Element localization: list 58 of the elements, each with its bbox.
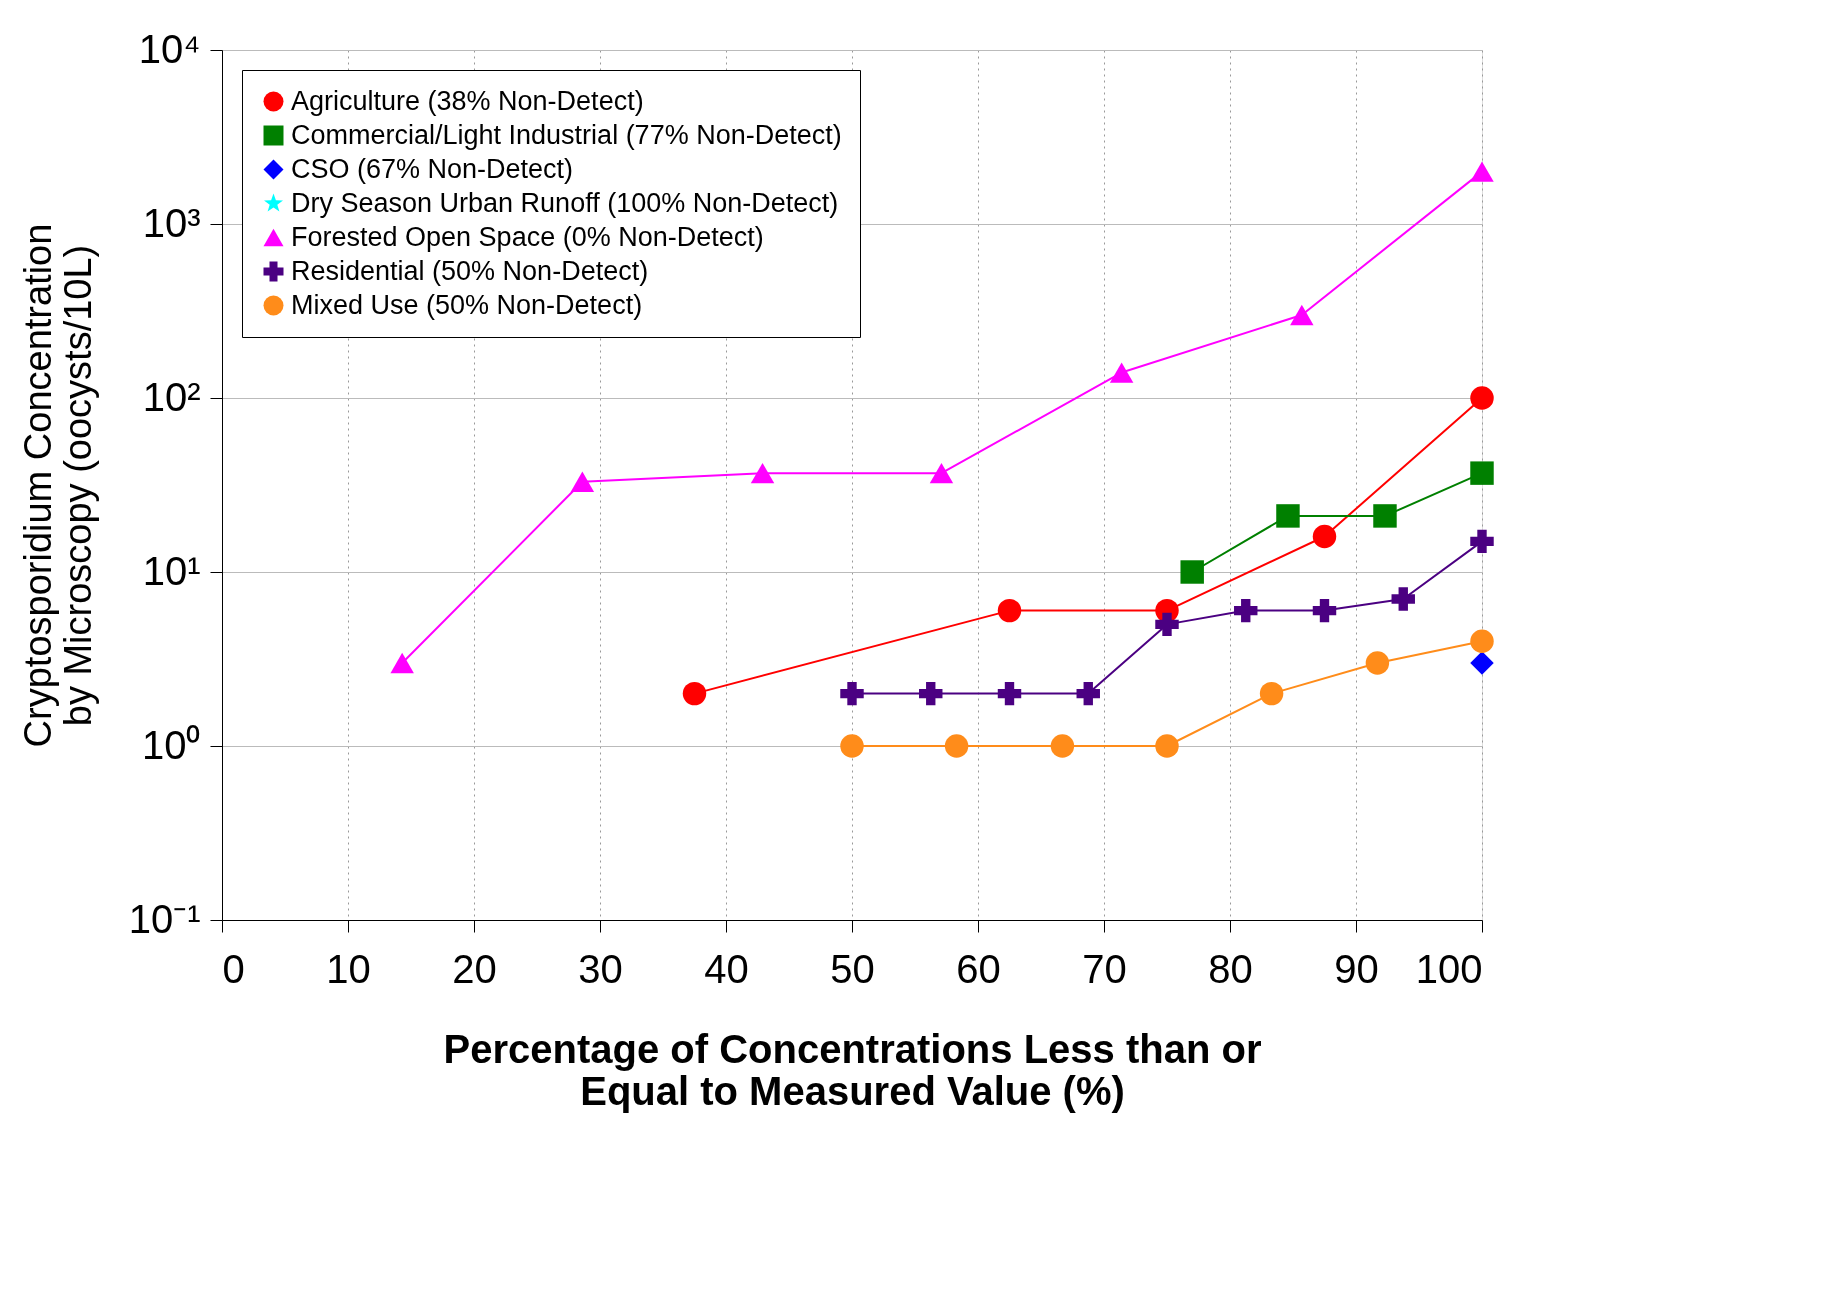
x-tick-label: 100	[1415, 946, 1483, 991]
y-tick-label: 10¹	[142, 548, 201, 593]
x-tick-label: 60	[956, 946, 1001, 991]
point	[997, 681, 1022, 706]
legend-label: Mixed Use (50% Non-Detect)	[291, 289, 643, 320]
legend-label: Commercial/Light Industrial (77% Non-Detect)	[291, 119, 842, 150]
x-tick-label: 10	[326, 946, 371, 991]
legend-label: Dry Season Urban Runoff (100% Non-Detect)	[291, 187, 839, 218]
point	[919, 681, 943, 706]
point	[1365, 651, 1390, 675]
legend-label: Forested Open Space (0% Non-Detect)	[291, 221, 764, 252]
point	[944, 734, 969, 758]
point	[1180, 560, 1204, 584]
point	[570, 471, 595, 492]
point	[1470, 161, 1494, 182]
point	[1050, 734, 1075, 758]
y-axis-title: Cryptosporidium Concentration by Microscopy (oocysts/10L)	[16, 223, 99, 748]
point	[1109, 362, 1134, 383]
x-tick-label: 50	[830, 946, 875, 991]
point	[1391, 587, 1415, 611]
point	[1155, 612, 1179, 637]
point	[1470, 461, 1494, 485]
x-axis-title: Percentage of Concentrations Less than or Equal to Measured Value (%)	[443, 1026, 1262, 1113]
point	[1290, 304, 1314, 326]
point	[1234, 598, 1258, 623]
point	[1373, 504, 1397, 528]
point	[840, 734, 864, 758]
x-tick-label: 70	[1082, 946, 1127, 991]
point	[682, 681, 707, 706]
point	[1259, 681, 1284, 706]
point	[1312, 598, 1337, 623]
point	[390, 652, 414, 674]
point	[1470, 629, 1494, 653]
x-tick-label: 20	[452, 946, 497, 991]
point	[1076, 681, 1100, 706]
point	[929, 462, 954, 484]
x-tick-label: 80	[1208, 946, 1253, 991]
point	[840, 681, 864, 706]
point	[1470, 651, 1494, 675]
point	[1155, 734, 1179, 758]
legend-label: Residential (50% Non-Detect)	[291, 255, 649, 286]
y-tick-label: 10⁰	[142, 722, 201, 767]
x-tick-label: 40	[704, 946, 749, 991]
point	[1470, 529, 1494, 554]
y-tick-label: 10²	[142, 374, 201, 419]
x-tick-label: 0	[222, 946, 245, 991]
x-tick-label: 90	[1334, 946, 1379, 991]
point	[1312, 524, 1337, 549]
y-tick-label: 10⁻¹	[128, 896, 201, 941]
legend-label: Agriculture (38% Non-Detect)	[291, 85, 644, 116]
y-tick-label: 10³	[142, 200, 201, 245]
point	[997, 598, 1022, 623]
point	[750, 462, 775, 484]
point	[1470, 386, 1494, 410]
legend-label: CSO (67% Non-Detect)	[291, 153, 574, 184]
x-tick-label: 30	[578, 946, 623, 991]
y-tick-label: 10⁴	[138, 26, 201, 71]
point	[1276, 504, 1300, 528]
